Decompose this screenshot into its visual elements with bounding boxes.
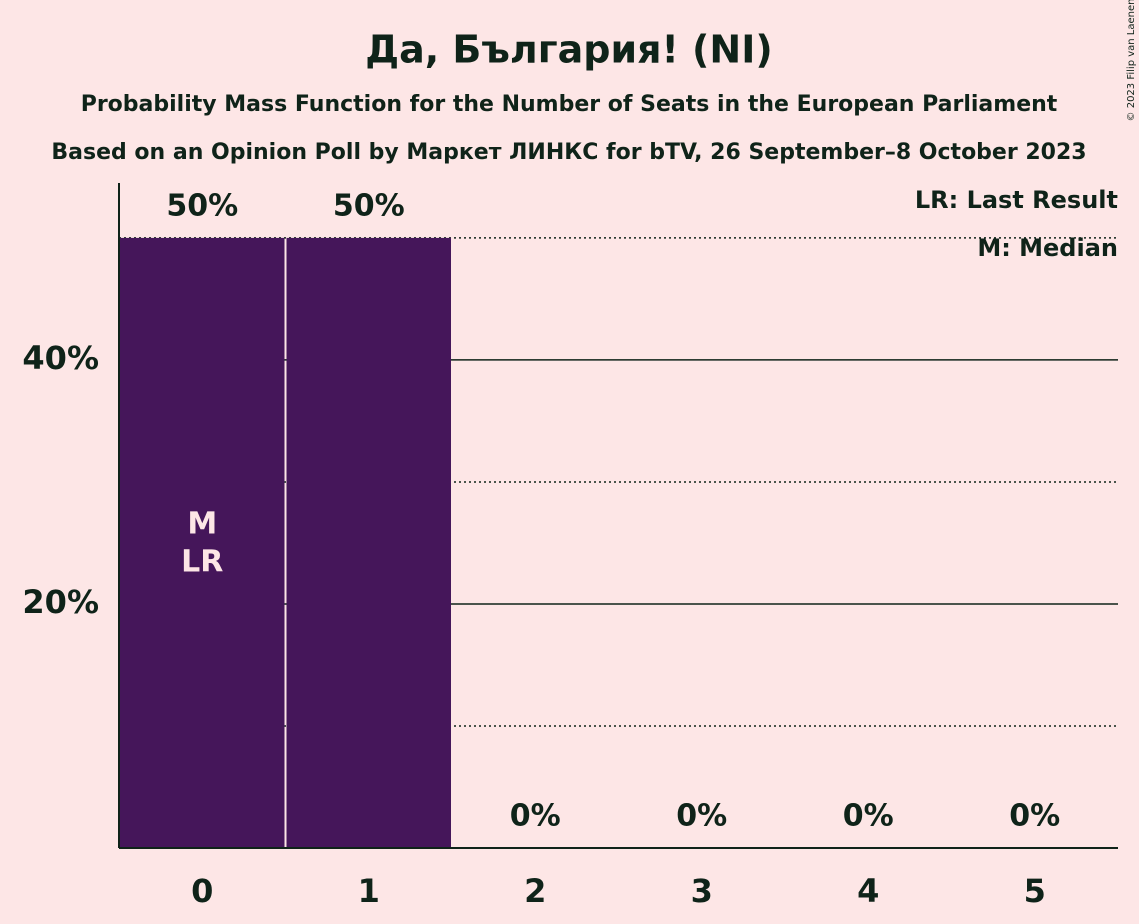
last-result-marker: LR bbox=[181, 544, 223, 579]
x-tick-label: 0 bbox=[191, 872, 213, 910]
x-tick-label: 1 bbox=[358, 872, 380, 910]
chart-subtitle: Based on an Opinion Poll by Маркет ЛИНКС… bbox=[51, 140, 1086, 165]
legend-entry: LR: Last Result bbox=[915, 186, 1118, 214]
value-label: 50% bbox=[333, 188, 405, 223]
y-tick-label: 20% bbox=[22, 583, 99, 621]
legend-entry: M: Median bbox=[977, 234, 1118, 262]
chart-title: Да, България! (NI) bbox=[365, 28, 772, 72]
copyright: © 2023 Filip van Laenen bbox=[1126, 0, 1137, 121]
chart-subtitle: Probability Mass Function for the Number… bbox=[81, 92, 1058, 117]
bar bbox=[286, 237, 451, 848]
x-tick-label: 3 bbox=[691, 872, 713, 910]
y-tick-label: 40% bbox=[22, 339, 99, 377]
median-marker: M bbox=[187, 506, 217, 541]
value-label: 0% bbox=[843, 799, 894, 834]
x-tick-label: 5 bbox=[1024, 872, 1046, 910]
value-label: 0% bbox=[676, 799, 727, 834]
x-tick-label: 4 bbox=[857, 872, 879, 910]
bar bbox=[120, 237, 285, 848]
value-label: 0% bbox=[510, 799, 561, 834]
value-label: 0% bbox=[1009, 799, 1060, 834]
x-tick-label: 2 bbox=[524, 872, 546, 910]
value-label: 50% bbox=[166, 188, 238, 223]
